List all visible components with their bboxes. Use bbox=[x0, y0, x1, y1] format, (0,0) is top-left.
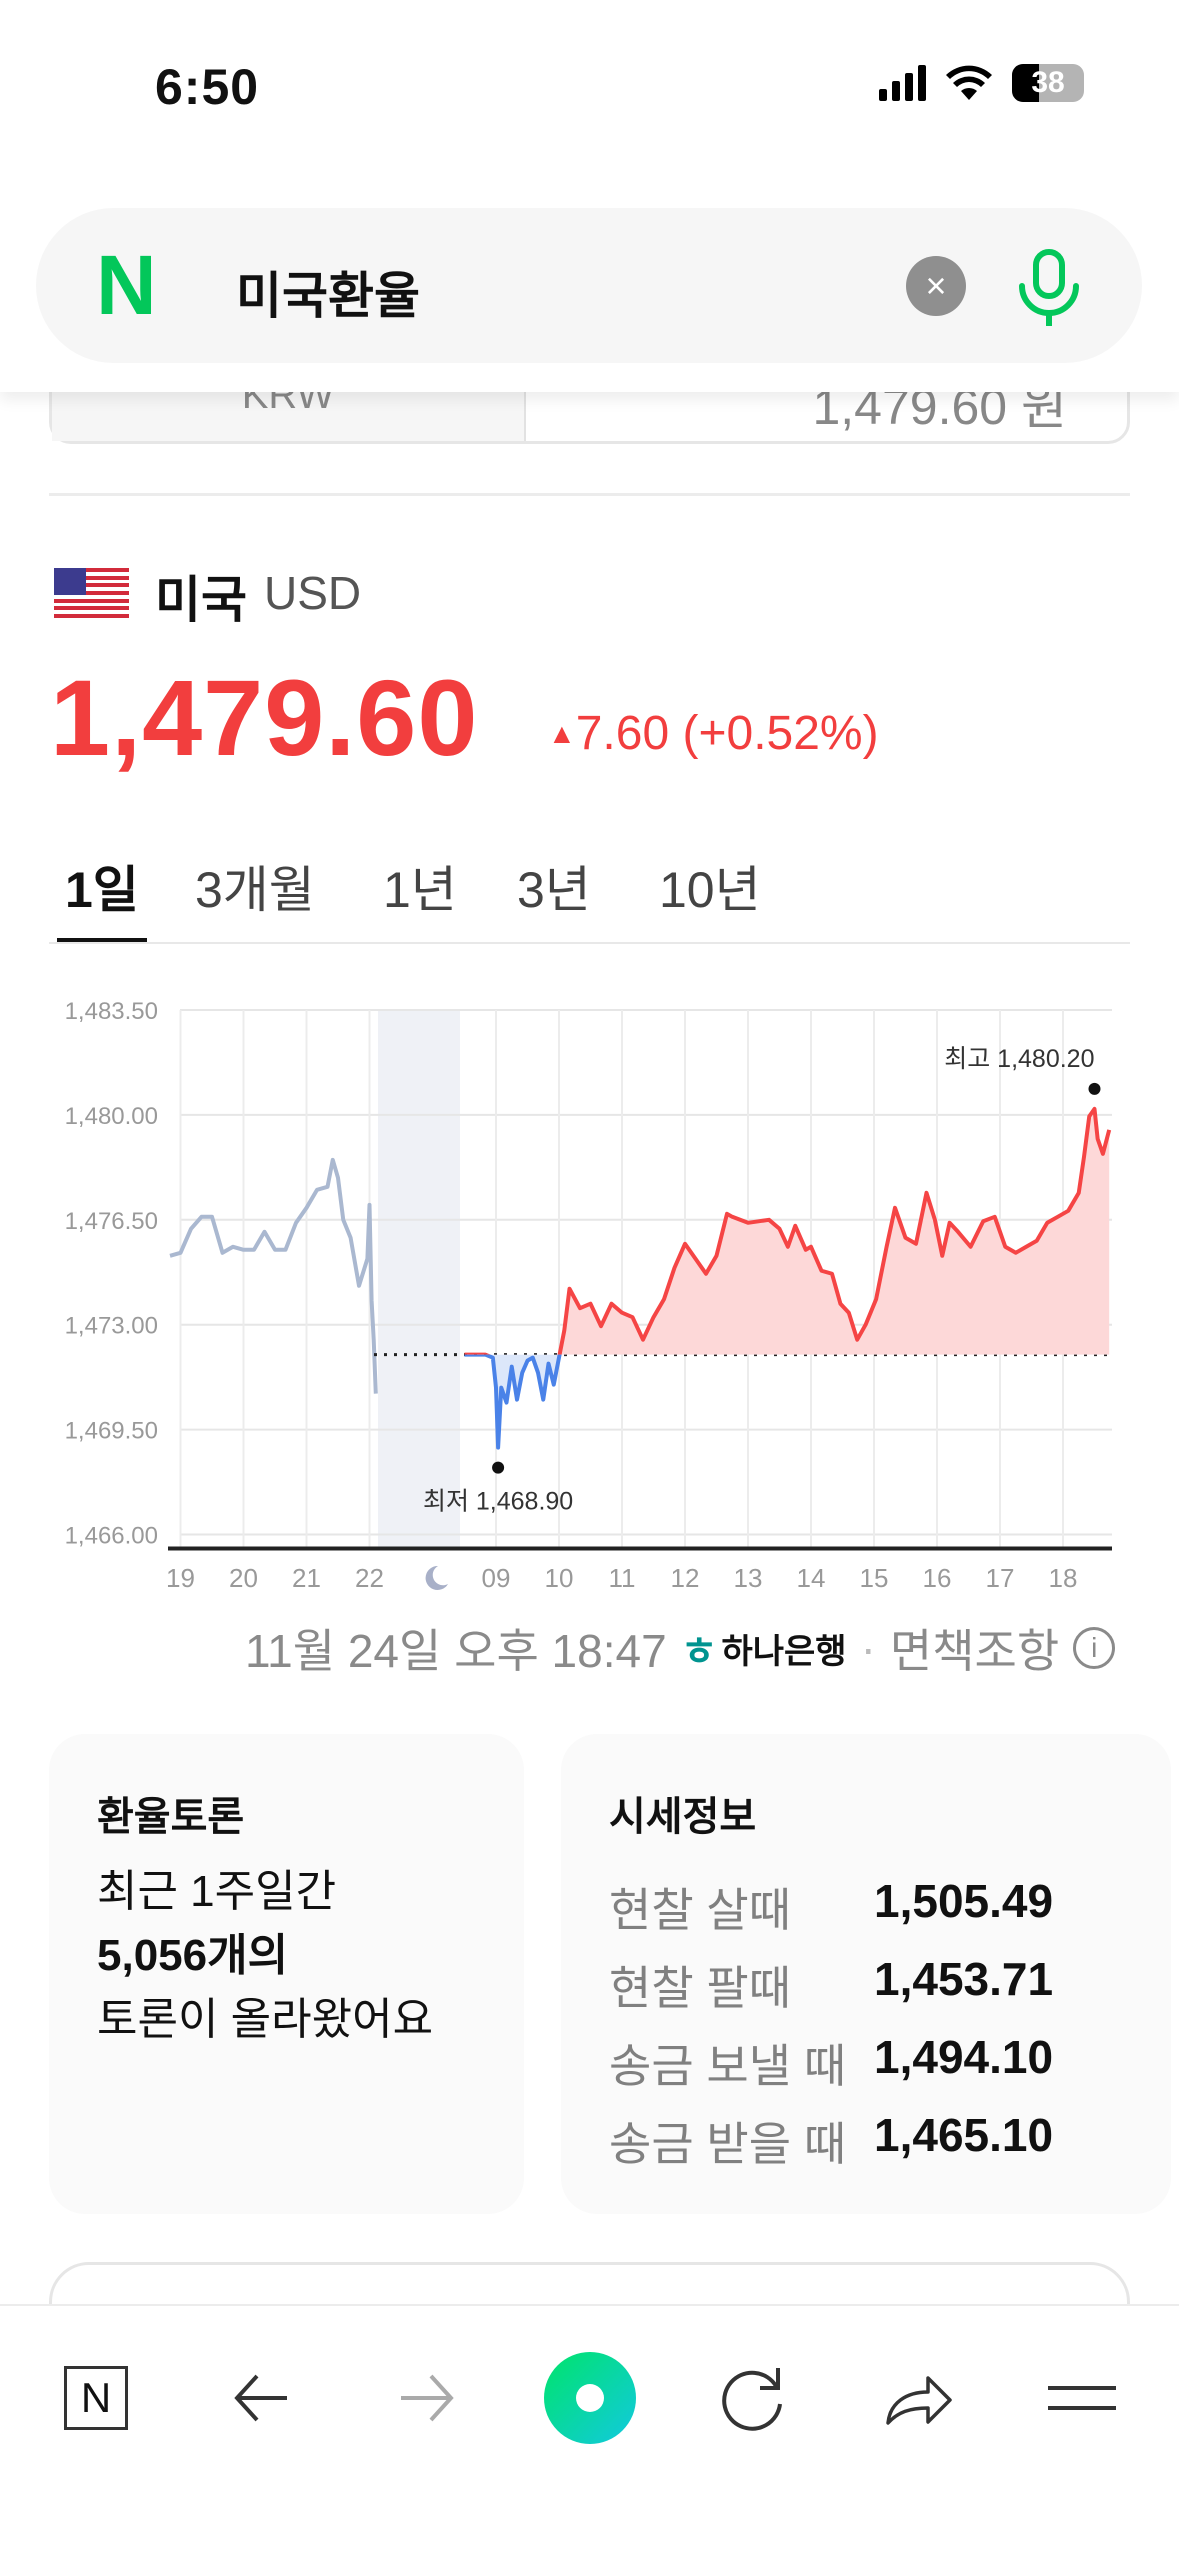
us-flag-icon bbox=[54, 568, 129, 618]
menu-icon[interactable] bbox=[1032, 2348, 1132, 2448]
y-tick-label: 1,466.00 bbox=[65, 1523, 158, 1550]
rate-value: 1,453.71 bbox=[874, 1953, 1054, 2005]
rate-info-card: 시세정보 현찰 살때 1,505.49 현찰 팔때 1,453.71 송금 보낼 때… bbox=[561, 1734, 1171, 2214]
rate-row: 현찰 팔때 1,453.71 bbox=[609, 1952, 1053, 2018]
x-tick-label: 10 bbox=[545, 1563, 574, 1593]
moon-icon bbox=[425, 1565, 448, 1590]
clear-icon[interactable]: × bbox=[906, 256, 966, 316]
rate-info-title: 시세정보 bbox=[609, 1795, 757, 1839]
bottom-nav: N bbox=[0, 2304, 1179, 2556]
timestamp: 11월 24일 오후 18:47 bbox=[245, 1625, 667, 1677]
rate-value: 1,494.10 bbox=[874, 2031, 1054, 2083]
min-marker bbox=[492, 1461, 505, 1474]
tab-1day[interactable]: 1일 bbox=[57, 850, 147, 942]
refresh-icon[interactable] bbox=[702, 2348, 802, 2448]
up-arrow-icon: ▲ bbox=[548, 718, 576, 749]
x-tick-label: 13 bbox=[734, 1563, 763, 1593]
info-icon[interactable]: i bbox=[1073, 1627, 1116, 1669]
max-label: 최고 1,480.20 bbox=[944, 1045, 1094, 1073]
back-icon[interactable] bbox=[212, 2348, 312, 2448]
share-icon[interactable] bbox=[868, 2348, 968, 2448]
chart-footer: 11월 24일 오후 18:47 ㅎ 하나은행 · 면책조항 i bbox=[245, 1615, 1116, 1681]
rise-area bbox=[464, 1108, 1110, 1355]
currency-code: USD bbox=[264, 567, 362, 619]
rate-chart[interactable]: 1,483.50 1,480.00 1,476.50 1,473.00 1,469.50… bbox=[0, 980, 1179, 1600]
naver-logo[interactable]: N bbox=[96, 238, 157, 332]
x-tick-label: 19 bbox=[166, 1563, 195, 1593]
hana-icon: ㅎ bbox=[680, 1630, 718, 1674]
x-tick-label: 20 bbox=[229, 1563, 258, 1593]
y-tick-label: 1,480.00 bbox=[65, 1103, 158, 1130]
rate-label: 송금 보낼 때 bbox=[609, 2040, 847, 2092]
y-tick-label: 1,469.50 bbox=[65, 1418, 158, 1445]
discussion-title: 환율토론 bbox=[97, 1795, 245, 1839]
divider bbox=[49, 493, 1130, 496]
bank-name: 하나은행 bbox=[721, 1632, 847, 1671]
rate-label: 현찰 팔때 bbox=[609, 1962, 792, 2014]
disclaimer-link[interactable]: 면책조항 bbox=[889, 1625, 1060, 1677]
status-icons: 38 bbox=[879, 64, 1084, 102]
app-header: 6:50 38 N 미국환율 × bbox=[0, 0, 1179, 392]
rate-value: 1,465.10 bbox=[874, 2109, 1054, 2161]
status-time: 6:50 bbox=[155, 59, 260, 115]
fall-line bbox=[464, 1354, 562, 1450]
x-tick-label: 16 bbox=[923, 1563, 952, 1593]
dot-separator: · bbox=[860, 1622, 876, 1674]
search-input[interactable]: 미국환율 bbox=[236, 268, 420, 324]
x-tick-label: 09 bbox=[482, 1563, 511, 1593]
wifi-icon bbox=[946, 65, 992, 100]
y-tick-label: 1,483.50 bbox=[65, 998, 158, 1025]
country-name: 미국 bbox=[155, 572, 247, 628]
rise-line bbox=[464, 1106, 1112, 1355]
night-band bbox=[378, 1010, 460, 1549]
change-value: 7.60 (+0.52%) bbox=[575, 707, 879, 760]
min-label: 최저 1,468.90 bbox=[423, 1488, 573, 1516]
x-tick-label: 17 bbox=[986, 1563, 1015, 1593]
x-tick-label: 12 bbox=[671, 1563, 700, 1593]
period-tabs: 1일 3개월 1년 3년 10년 bbox=[49, 850, 1130, 944]
search-bar[interactable]: N 미국환율 × bbox=[36, 208, 1142, 363]
tab-1year[interactable]: 1년 bbox=[383, 862, 457, 918]
rate-change: ▲7.60 (+0.52%) bbox=[548, 706, 879, 761]
rate-label: 송금 받을 때 bbox=[609, 2118, 847, 2170]
greendot-icon[interactable] bbox=[540, 2348, 640, 2448]
x-tick-label: 15 bbox=[860, 1563, 889, 1593]
rate-label: 현찰 살때 bbox=[609, 1884, 792, 1936]
discussion-summary: 최근 1주일간 5,056개의 토론이 올라왔어요 bbox=[97, 1860, 433, 2052]
rate-row: 송금 보낼 때 1,494.10 bbox=[609, 2030, 1053, 2096]
discussion-count: 5,056개의 bbox=[97, 1931, 289, 1980]
discussion-card[interactable]: 환율토론 최근 1주일간 5,056개의 토론이 올라왔어요 bbox=[49, 1734, 524, 2214]
exchange-rate: 1,479.60 bbox=[50, 657, 479, 778]
signal-icon bbox=[879, 65, 926, 101]
y-tick-label: 1,476.50 bbox=[65, 1208, 158, 1235]
discussion-line: 최근 1주일간 bbox=[97, 1867, 337, 1916]
x-tick-label: 14 bbox=[797, 1563, 826, 1593]
forward-icon[interactable] bbox=[376, 2348, 476, 2448]
max-marker bbox=[1088, 1082, 1101, 1095]
rate-row: 송금 받을 때 1,465.10 bbox=[609, 2108, 1053, 2174]
prev-day-line bbox=[169, 1157, 378, 1394]
x-tick-label: 18 bbox=[1049, 1563, 1078, 1593]
x-tick-label: 11 bbox=[609, 1563, 636, 1593]
mic-icon[interactable] bbox=[1014, 248, 1084, 328]
discussion-line: 토론이 올라왔어요 bbox=[97, 1995, 434, 2044]
y-tick-label: 1,473.00 bbox=[65, 1313, 158, 1340]
tab-3years[interactable]: 3년 bbox=[517, 862, 591, 918]
home-icon[interactable]: N bbox=[46, 2348, 146, 2448]
x-tick-label: 21 bbox=[292, 1563, 321, 1593]
tab-10years[interactable]: 10년 bbox=[659, 862, 761, 918]
x-tick-label: 22 bbox=[355, 1563, 384, 1593]
rate-value: 1,505.49 bbox=[874, 1875, 1054, 1927]
battery-icon: 38 bbox=[1012, 64, 1084, 102]
bank-logo: ㅎ 하나은행 bbox=[681, 1619, 847, 1677]
rate-row: 현찰 살때 1,505.49 bbox=[609, 1874, 1053, 1940]
tab-3months[interactable]: 3개월 bbox=[195, 862, 315, 918]
